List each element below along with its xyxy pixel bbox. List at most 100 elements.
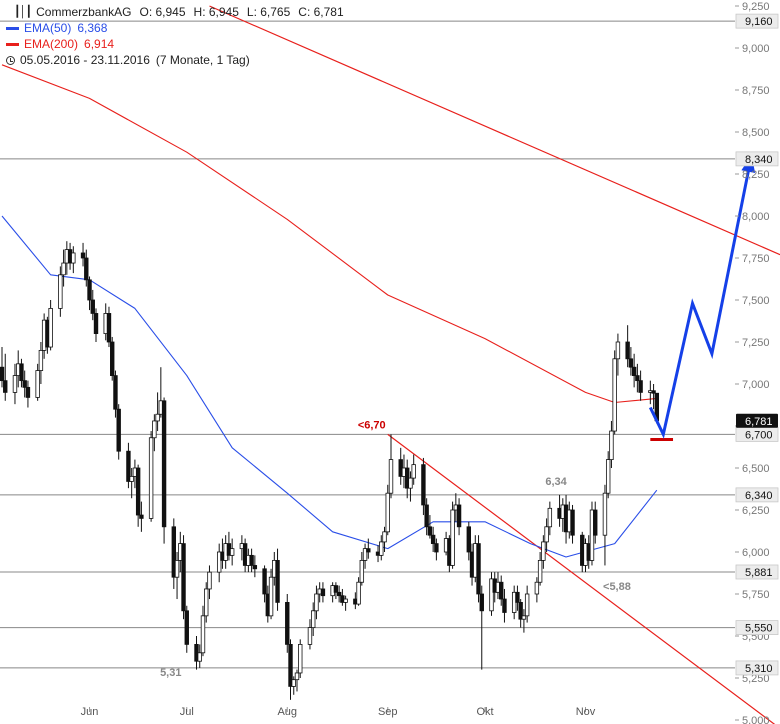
candle-body: [336, 591, 342, 597]
candle-body: [534, 581, 540, 595]
y-tick-label: 6,500: [742, 463, 770, 475]
candle-body: [252, 565, 258, 570]
y-axis: 9,250 9,000 8,750 8,500 8,250 8,000 7,750 7,500…: [735, 1, 779, 724]
level-tag: [735, 620, 779, 635]
instrument-name: CommerzbankAG: [36, 5, 132, 19]
annotation-label: <5,88: [603, 581, 631, 593]
candle-body: [499, 581, 504, 600]
y-tick-label: 5,250: [742, 673, 770, 685]
ema200-line: [1, 64, 657, 404]
y-tick-label: 8,000: [742, 211, 770, 223]
x-tick-label: Aug: [277, 706, 297, 718]
candle-body: [126, 450, 131, 482]
candle-body: [388, 459, 394, 494]
candle-body: [3, 380, 8, 393]
level-tag: [735, 660, 779, 676]
horizontal-levels: [0, 20, 735, 669]
y-tick-label: 7,750: [742, 253, 770, 265]
chart-legend: ┃│┃ CommerzbankAG O: 6,945 H: 6,945 L: 6…: [6, 4, 344, 68]
legend-item-ema200: EMA(200) 6,914: [6, 36, 344, 52]
candle-body: [456, 504, 462, 528]
level-tag-label: 5,550: [745, 623, 773, 635]
candle-body: [544, 526, 549, 543]
candle-body: [216, 551, 222, 573]
candle-body: [268, 576, 274, 617]
ema200-series: [1, 64, 657, 404]
y-tick-label: 6,000: [742, 547, 770, 559]
y-tick-label: 5,750: [742, 589, 770, 601]
candle-body: [635, 375, 640, 382]
candle-body: [537, 560, 543, 583]
candle-body: [19, 363, 24, 382]
ema200-value: 6,914: [84, 37, 115, 51]
candle-body: [651, 390, 656, 394]
candle-body: [479, 593, 484, 612]
candle-body: [25, 386, 31, 398]
candle-body: [466, 526, 471, 553]
candle-body: [22, 380, 27, 388]
candle-body: [242, 543, 248, 566]
y-tick-label: 7,250: [742, 337, 770, 349]
y-tick-label: 9,250: [742, 1, 770, 13]
projection-path: [648, 158, 753, 439]
annotations: <6,70 6,34 <5,88 5,31: [160, 419, 631, 679]
candle-body: [476, 543, 481, 595]
candle-body: [294, 672, 300, 681]
candle-body: [285, 602, 290, 645]
ohlc-row: ┃│┃ CommerzbankAG O: 6,945 H: 6,945 L: 6…: [6, 4, 344, 20]
candle-body: [615, 341, 621, 360]
candle-body: [291, 679, 296, 687]
ema200-label: EMA(200): [24, 37, 79, 51]
candle-body: [87, 279, 92, 301]
candle-body: [58, 274, 63, 309]
ema50-series: [1, 215, 658, 558]
candle-body: [362, 548, 368, 561]
candle-body: [605, 459, 611, 494]
high-value: H: 6,945: [193, 5, 239, 19]
y-tick-label: 8,250: [742, 169, 770, 181]
candle-body: [411, 464, 416, 479]
candle-body: [408, 477, 413, 489]
level-tag-label: 9,160: [745, 16, 773, 28]
candle-body: [424, 504, 429, 528]
candle-body: [638, 380, 643, 393]
candle-body: [366, 548, 371, 553]
candle-body: [524, 593, 530, 617]
clock-icon: [6, 55, 15, 65]
ema50-value: 6,368: [77, 21, 108, 35]
projection: [648, 155, 756, 441]
candle-body: [181, 543, 186, 612]
annotation-label: 6,34: [545, 476, 567, 488]
level-tag: [735, 13, 779, 29]
trendline-short-term-downtrend: [387, 433, 776, 724]
candle-body: [434, 543, 439, 553]
candle-body: [229, 548, 235, 556]
candlestick-icon: ┃│┃: [14, 6, 32, 18]
candle-body: [171, 526, 177, 578]
x-tick-label: Okt: [476, 706, 493, 718]
period-range: 05.05.2016 - 23.11.2016: [20, 53, 150, 67]
low-value: L: 6,765: [246, 5, 291, 19]
candle-body: [547, 507, 553, 528]
candle-body: [593, 509, 598, 536]
trendline-long-term-downtrend: [209, 5, 780, 256]
candle-body: [129, 475, 134, 482]
level-tag-label: 6,700: [745, 429, 773, 441]
level-tag-label: 5,881: [745, 567, 773, 579]
open-value: O: 6,945: [139, 5, 186, 19]
candle-body: [310, 610, 316, 628]
x-tick-label: Sep: [378, 706, 398, 718]
candle-body: [602, 492, 608, 536]
candle-body: [343, 598, 348, 603]
annotation-label: <6,70: [358, 419, 386, 431]
candle-body: [385, 492, 390, 533]
candles: [0, 241, 660, 700]
y-tick-label: 6,250: [742, 505, 770, 517]
candle-body: [207, 571, 212, 590]
candle-body: [155, 413, 160, 422]
annotation-label: 5,31: [160, 667, 181, 679]
x-tick-label: Nov: [576, 706, 596, 718]
x-tick-label: Jun: [81, 706, 99, 718]
candle-body: [90, 299, 95, 314]
level-tag: [735, 151, 779, 167]
